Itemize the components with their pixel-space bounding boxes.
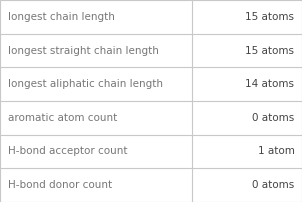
Text: H-bond donor count: H-bond donor count	[8, 180, 112, 190]
Text: longest chain length: longest chain length	[8, 12, 114, 22]
Text: 0 atoms: 0 atoms	[252, 180, 294, 190]
Text: longest straight chain length: longest straight chain length	[8, 45, 159, 56]
Text: 15 atoms: 15 atoms	[246, 12, 294, 22]
Text: 14 atoms: 14 atoms	[246, 79, 294, 89]
Text: aromatic atom count: aromatic atom count	[8, 113, 117, 123]
Text: 0 atoms: 0 atoms	[252, 113, 294, 123]
Text: longest aliphatic chain length: longest aliphatic chain length	[8, 79, 162, 89]
Text: 1 atom: 1 atom	[258, 146, 294, 157]
Text: 15 atoms: 15 atoms	[246, 45, 294, 56]
Text: H-bond acceptor count: H-bond acceptor count	[8, 146, 127, 157]
